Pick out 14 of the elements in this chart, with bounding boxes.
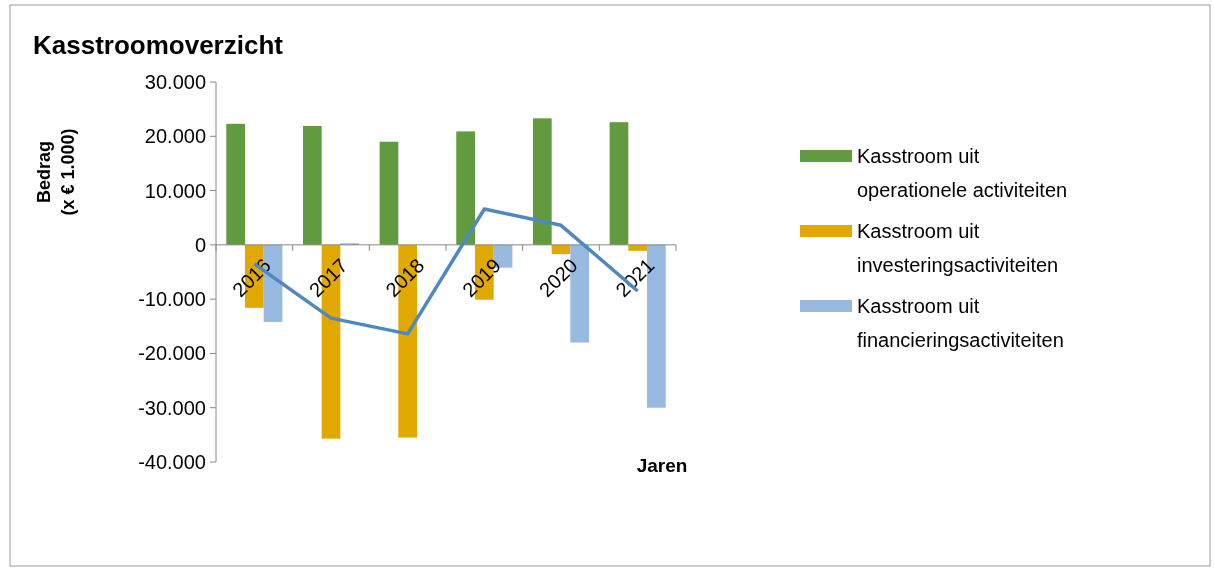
y-tick-label: -30.000 xyxy=(138,396,206,419)
y-tick-label: -10.000 xyxy=(138,288,206,311)
chart-title: Kasstroomoverzicht xyxy=(33,30,284,60)
y-tick-label: 30.000 xyxy=(144,71,206,93)
y-tick-label: -40.000 xyxy=(138,451,206,473)
x-axis-title: Jaren xyxy=(636,455,688,476)
y-tick-label: -20.000 xyxy=(138,342,206,365)
y-axis-title: Bedrag (x € 1.000) xyxy=(34,128,78,216)
legend-label: Kasstroom uit financieringsactiviteiten xyxy=(857,295,1064,351)
legend-label: Kasstroom uit investeringsactiviteiten xyxy=(857,220,1059,276)
y-tick-label: 20.000 xyxy=(144,125,206,148)
y-tick-label: 10.000 xyxy=(144,179,206,202)
legend-label: Kasstroom uit operationele activiteiten xyxy=(857,145,1068,201)
y-tick-label: 0 xyxy=(194,233,206,256)
